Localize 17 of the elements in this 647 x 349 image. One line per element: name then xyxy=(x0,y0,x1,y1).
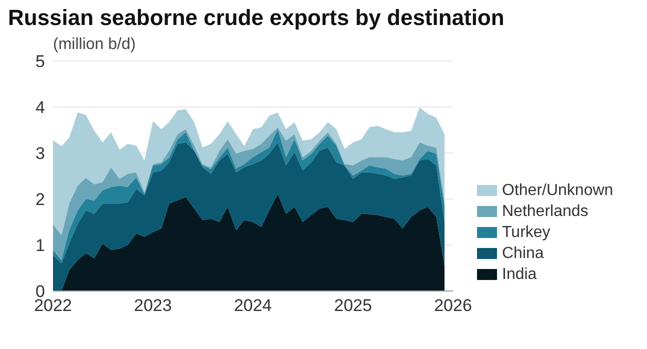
y-tick-label: 3 xyxy=(36,144,45,164)
y-tick-label: 2 xyxy=(36,190,45,210)
y-tick-label: 1 xyxy=(36,236,45,256)
x-tick-label: 2022 xyxy=(34,296,72,316)
legend-label: India xyxy=(502,266,537,284)
y-tick-label: 4 xyxy=(36,98,45,118)
legend-label: Netherlands xyxy=(502,202,588,220)
legend-label: Other/Unknown xyxy=(502,182,614,200)
y-axis-title: (million b/d) xyxy=(53,36,136,54)
y-tick-label: 5 xyxy=(36,52,45,72)
x-tick-label: 2026 xyxy=(434,296,472,316)
legend-label: China xyxy=(502,244,544,262)
x-tick-label: 2025 xyxy=(334,296,372,316)
x-tick-label: 2024 xyxy=(234,296,272,316)
chart-title: Russian seaborne crude exports by destination xyxy=(8,5,504,31)
legend-label: Turkey xyxy=(502,224,550,242)
x-tick-label: 2023 xyxy=(134,296,172,316)
